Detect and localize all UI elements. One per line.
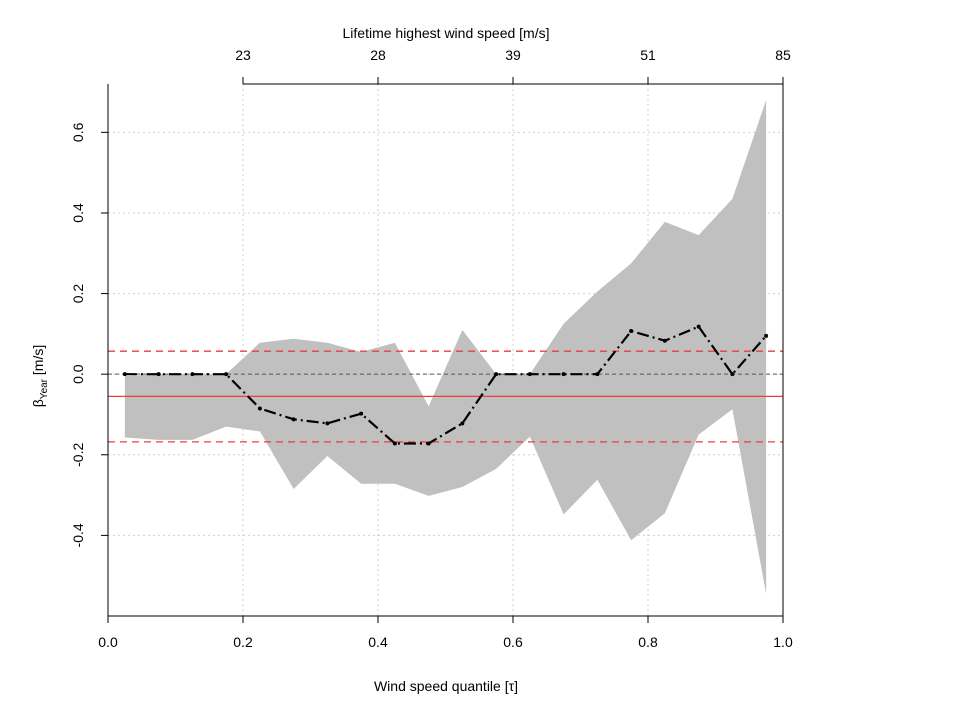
- data-point-0: [122, 372, 127, 377]
- x-tick-label-2: 0.4: [368, 634, 388, 650]
- confidence-band-layer: [124, 100, 767, 594]
- data-point-2: [190, 372, 195, 377]
- data-point-9: [426, 441, 431, 446]
- top-axis-title: Lifetime highest wind speed [m/s]: [343, 25, 550, 41]
- data-point-12: [527, 372, 532, 377]
- top-tick-label-1: 28: [370, 47, 386, 63]
- data-point-4: [257, 406, 262, 411]
- data-point-13: [561, 372, 566, 377]
- y-axis-title: βYear [m/s]: [30, 345, 50, 408]
- data-point-5: [291, 417, 296, 422]
- y-tick-label-4: 0.4: [70, 203, 86, 223]
- y-tick-label-1: -0.2: [70, 443, 86, 467]
- data-point-17: [696, 324, 701, 329]
- y-axis-title-subscript: Year: [39, 378, 50, 399]
- data-point-8: [392, 441, 397, 446]
- y-tick-label-3: 0.2: [70, 284, 86, 304]
- x-tick-label-4: 0.8: [638, 634, 658, 650]
- top-tick-label-2: 39: [505, 47, 521, 63]
- x-tick-label-0: 0.0: [98, 634, 118, 650]
- x-tick-label-5: 1.0: [773, 634, 793, 650]
- data-point-19: [764, 333, 769, 338]
- y-axis-title-unit: [m/s]: [30, 345, 46, 379]
- series-layer: [122, 324, 769, 446]
- data-point-7: [359, 411, 364, 416]
- confidence-band: [124, 100, 767, 594]
- data-point-3: [224, 372, 229, 377]
- y-tick-label-0: -0.4: [70, 523, 86, 547]
- data-point-6: [325, 421, 330, 426]
- x-axis-title: Wind speed quantile [τ]: [374, 678, 518, 694]
- top-tick-label-0: 23: [235, 47, 251, 63]
- series-line-0: [124, 325, 767, 445]
- top-tick-label-4: 85: [775, 47, 791, 63]
- top-tick-label-3: 51: [640, 47, 656, 63]
- data-point-14: [595, 372, 600, 377]
- data-point-11: [494, 372, 499, 377]
- data-point-15: [629, 329, 634, 334]
- y-tick-label-2: 0.0: [70, 364, 86, 384]
- data-point-1: [156, 372, 161, 377]
- y-tick-label-5: 0.6: [70, 122, 86, 142]
- data-point-18: [730, 372, 735, 377]
- x-tick-label-1: 0.2: [233, 634, 253, 650]
- data-point-16: [662, 338, 667, 343]
- data-point-10: [460, 421, 465, 426]
- axis-layer: 0.0 0.2 0.4 0.6 0.8 1.0 -0.4 -0.2 0.0 0.2 0.4 0.6 23…: [70, 47, 793, 650]
- x-tick-label-3: 0.6: [503, 634, 523, 650]
- y-axis-title-symbol: β: [30, 399, 46, 407]
